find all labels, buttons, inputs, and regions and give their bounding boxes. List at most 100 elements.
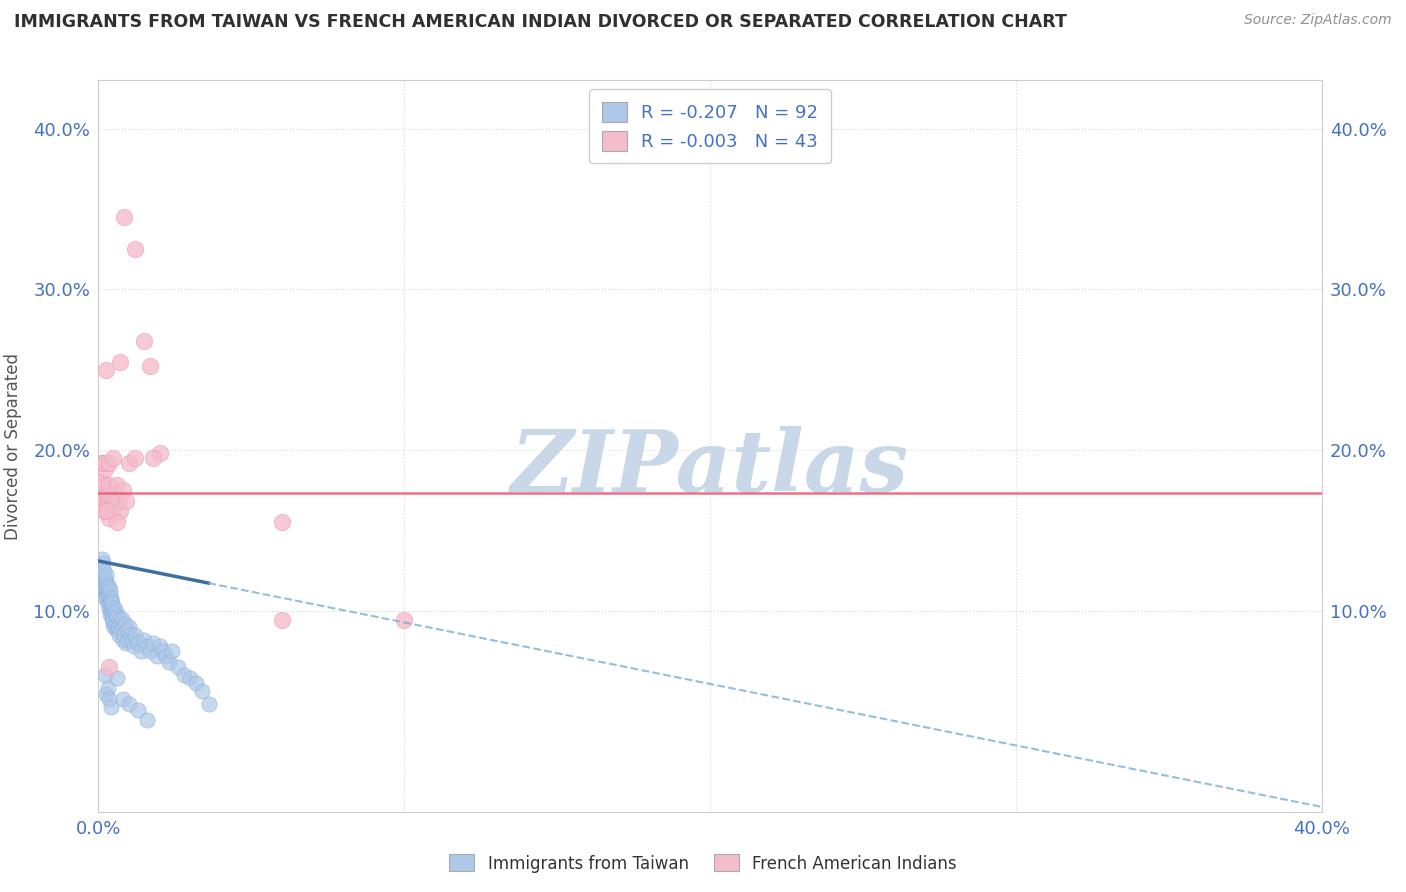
Point [124, 242, 146, 256]
Point [139, 359, 162, 374]
Point [90, 558, 112, 573]
Point [121, 632, 143, 647]
Point [149, 446, 172, 460]
Point [197, 697, 219, 711]
Point [108, 354, 131, 368]
Point [98, 607, 121, 621]
Point [114, 616, 136, 631]
Point [93, 574, 115, 589]
Point [96, 591, 118, 605]
Point [98, 494, 121, 508]
Point [127, 703, 149, 717]
Point [94, 580, 117, 594]
Point [100, 612, 122, 626]
Point [134, 334, 156, 348]
Point [111, 612, 134, 626]
Point [136, 639, 159, 653]
Point [118, 456, 141, 470]
Point [103, 620, 125, 634]
Y-axis label: Divorced or Separated: Divorced or Separated [4, 352, 22, 540]
Point [270, 516, 292, 530]
Point [129, 644, 152, 658]
Point [142, 636, 165, 650]
Point [98, 600, 121, 615]
Point [101, 451, 124, 466]
Point [93, 478, 115, 492]
Point [91, 456, 114, 470]
Point [152, 644, 174, 658]
Point [111, 692, 134, 706]
Point [111, 632, 134, 647]
Point [105, 610, 128, 624]
Point [270, 614, 292, 628]
Point [107, 620, 129, 634]
Point [112, 620, 135, 634]
Point [91, 556, 114, 570]
Point [136, 713, 159, 727]
Point [91, 491, 114, 506]
Point [100, 604, 122, 618]
Point [98, 596, 121, 610]
Point [101, 600, 124, 615]
Point [101, 596, 124, 610]
Point [103, 600, 125, 615]
Point [97, 681, 120, 695]
Point [103, 612, 125, 626]
Point [93, 500, 115, 514]
Point [94, 591, 117, 605]
Point [107, 494, 129, 508]
Point [93, 564, 115, 578]
Point [191, 684, 214, 698]
Point [101, 604, 124, 618]
Point [124, 628, 146, 642]
Point [90, 456, 112, 470]
Point [93, 584, 115, 599]
Point [105, 604, 128, 618]
Point [94, 462, 117, 476]
Point [98, 510, 121, 524]
Point [112, 210, 135, 224]
Point [160, 644, 183, 658]
Point [91, 573, 114, 587]
Point [98, 588, 121, 602]
Point [93, 580, 115, 594]
Point [97, 494, 120, 508]
Point [98, 692, 121, 706]
Point [91, 475, 114, 490]
Point [91, 568, 114, 582]
Point [101, 488, 124, 502]
Text: ZIPatlas: ZIPatlas [510, 426, 910, 509]
Point [173, 668, 195, 682]
Point [94, 687, 117, 701]
Point [100, 700, 122, 714]
Point [167, 660, 190, 674]
Point [155, 648, 177, 663]
Point [145, 648, 167, 663]
Point [101, 616, 124, 631]
Point [98, 584, 121, 599]
Point [94, 504, 117, 518]
Point [97, 478, 120, 492]
Point [94, 572, 117, 586]
Point [108, 504, 131, 518]
Point [97, 596, 120, 610]
Point [91, 552, 114, 566]
Point [115, 636, 138, 650]
Legend: Immigrants from Taiwan, French American Indians: Immigrants from Taiwan, French American … [443, 847, 963, 880]
Legend: R = -0.207   N = 92, R = -0.003   N = 43: R = -0.207 N = 92, R = -0.003 N = 43 [589, 89, 831, 163]
Point [105, 671, 128, 685]
Point [120, 628, 142, 642]
Point [96, 588, 118, 602]
Point [105, 516, 128, 530]
Point [107, 612, 129, 626]
Point [103, 500, 125, 514]
Point [100, 504, 122, 518]
Point [96, 488, 118, 502]
Point [97, 591, 120, 605]
Point [93, 668, 115, 682]
Text: Source: ZipAtlas.com: Source: ZipAtlas.com [1244, 13, 1392, 28]
Point [100, 591, 122, 605]
Point [105, 623, 128, 637]
Point [105, 478, 128, 492]
Point [96, 504, 118, 518]
